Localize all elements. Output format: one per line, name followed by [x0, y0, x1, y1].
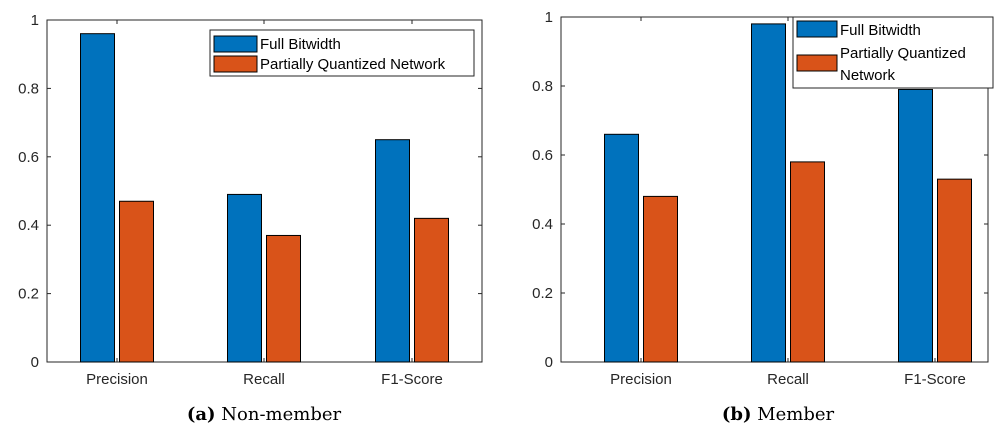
x-tick-label-f1-score: F1-Score [381, 371, 443, 388]
y-tick-label: 0.8 [532, 78, 553, 95]
y-tick-label: 0.4 [18, 217, 39, 234]
caption-text: Member [751, 404, 834, 425]
y-tick-label: 0.8 [18, 80, 39, 97]
caption-label: (b) [722, 404, 752, 425]
bar-full-bitwidth-f1-score [375, 139, 410, 363]
legend: Full Bitwidth Partially Quantized Networ… [209, 29, 475, 77]
legend-label-full-bitwidth: Full Bitwidth [260, 36, 341, 53]
bars-group [604, 23, 972, 363]
caption-member: (b) Member [722, 404, 835, 425]
caption-label: (a) [187, 404, 216, 425]
y-tick-label: 0 [545, 354, 553, 371]
bar-full-bitwidth-recall [751, 23, 786, 363]
bars-group [80, 33, 449, 363]
caption-non-member: (a) Non-member [187, 404, 342, 425]
y-tick-label: 1 [545, 9, 553, 26]
caption-text: Non-member [216, 404, 342, 425]
legend-swatch-partially-quantized [796, 54, 838, 72]
bar-full-bitwidth-f1-score [898, 88, 933, 363]
x-tick-label-precision: Precision [86, 371, 148, 388]
bar-partially-quantized-network-f1-score [937, 178, 972, 363]
y-axis: 0 0.2 0.4 0.6 0.8 1 [18, 12, 482, 371]
x-tick-label-recall: Recall [243, 371, 285, 388]
legend-label-full-bitwidth: Full Bitwidth [840, 22, 921, 39]
y-tick-label: 0.6 [532, 147, 553, 164]
y-tick-label: 0.6 [18, 149, 39, 166]
bar-partially-quantized-network-recall [266, 234, 301, 363]
x-tick-label-recall: Recall [767, 371, 809, 388]
y-axis: 0 0.2 0.4 0.6 0.8 1 [532, 9, 988, 371]
chart-panel-non-member: 0 0.2 0.4 0.6 0.8 1 Precision Recall F1-Score F… [18, 12, 483, 425]
bar-full-bitwidth-precision [80, 33, 115, 363]
y-tick-label: 0 [31, 354, 39, 371]
legend-label-partially-quantized: Partially Quantized Network [260, 56, 446, 73]
bar-partially-quantized-network-f1-score [414, 217, 449, 363]
y-tick-label: 0.4 [532, 216, 553, 233]
legend-swatch-full-bitwidth [796, 20, 838, 38]
y-tick-label: 1 [31, 12, 39, 29]
legend-label-partially-quantized-line2: Network [840, 67, 896, 84]
x-axis: Precision Recall F1-Score [86, 20, 443, 388]
y-tick-label: 0.2 [532, 285, 553, 302]
legend: Full Bitwidth Partially Quantized Networ… [792, 16, 994, 89]
y-tick-label: 0.2 [18, 286, 39, 303]
legend-swatch-partially-quantized [213, 55, 258, 73]
bar-partially-quantized-network-recall [790, 161, 825, 363]
legend-label-partially-quantized-line1: Partially Quantized [840, 45, 966, 62]
chart-panel-member: 0 0.2 0.4 0.6 0.8 1 Precision Recall F1-Score F… [532, 9, 994, 425]
legend-swatch-full-bitwidth [213, 35, 258, 53]
bar-partially-quantized-network-precision [119, 200, 154, 363]
bar-partially-quantized-network-precision [643, 195, 678, 363]
bar-full-bitwidth-recall [227, 193, 262, 363]
bar-full-bitwidth-precision [604, 133, 639, 363]
x-tick-label-precision: Precision [610, 371, 672, 388]
x-tick-label-f1-score: F1-Score [904, 371, 966, 388]
